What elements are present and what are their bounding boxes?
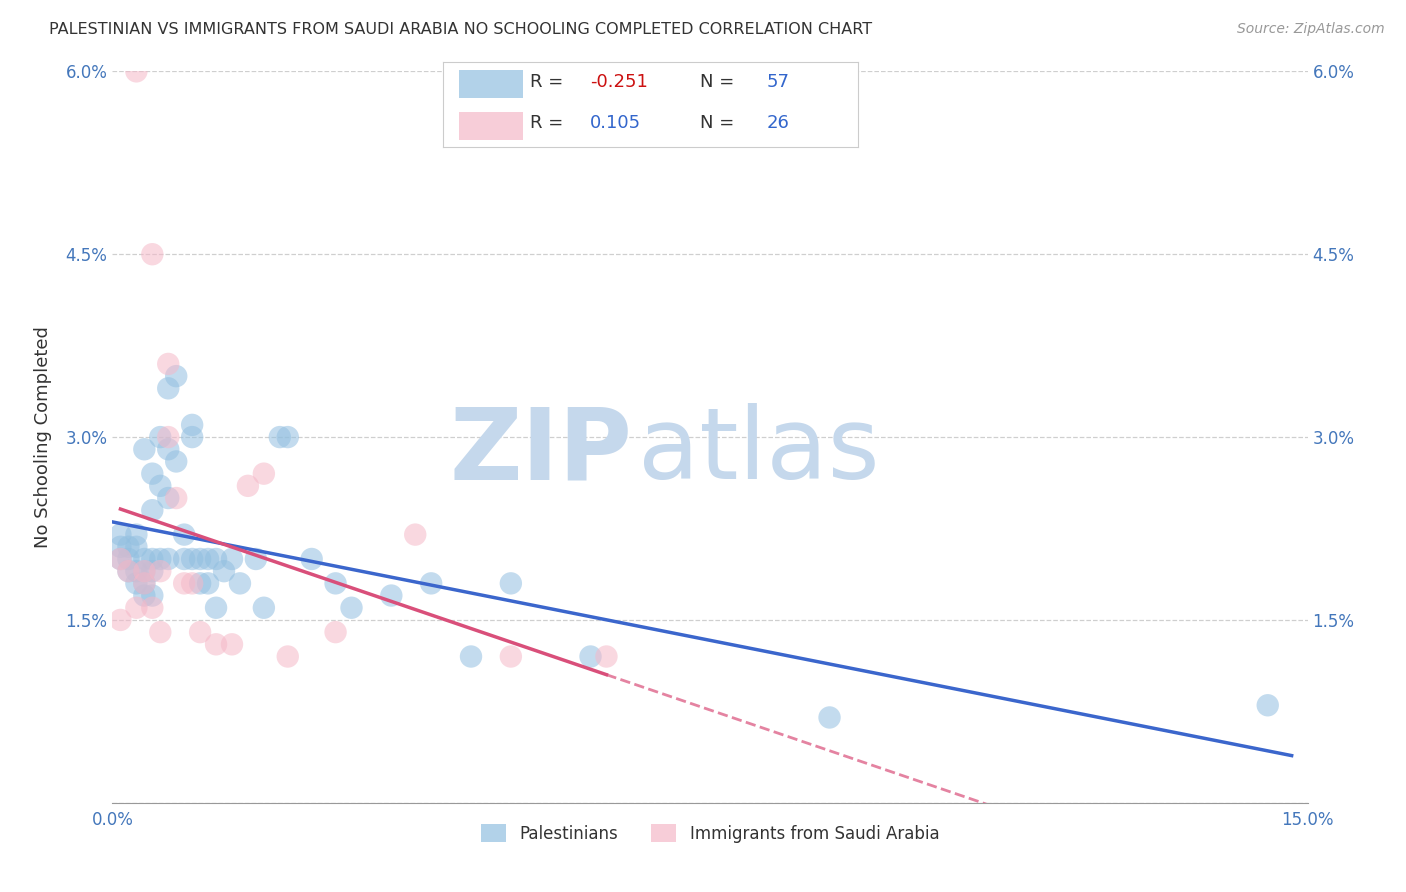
Point xyxy=(325,576,347,591)
Point xyxy=(125,527,148,541)
Point xyxy=(197,552,219,566)
Point xyxy=(149,564,172,578)
Text: atlas: atlas xyxy=(638,403,880,500)
Point xyxy=(134,576,156,591)
Point xyxy=(157,442,180,457)
Point xyxy=(595,649,617,664)
Point xyxy=(173,576,195,591)
Point xyxy=(117,540,139,554)
Point xyxy=(117,552,139,566)
Point xyxy=(181,430,204,444)
Point xyxy=(325,625,347,640)
Text: 26: 26 xyxy=(766,114,789,132)
Point xyxy=(125,576,148,591)
Point xyxy=(157,491,180,505)
Point xyxy=(197,576,219,591)
Point xyxy=(499,649,522,664)
Point xyxy=(579,649,602,664)
Point xyxy=(173,552,195,566)
Point xyxy=(110,613,132,627)
Point xyxy=(165,454,187,468)
Point xyxy=(134,564,156,578)
Text: N =: N = xyxy=(700,73,740,91)
Point xyxy=(236,479,259,493)
Point xyxy=(110,540,132,554)
Point xyxy=(125,64,148,78)
Point xyxy=(141,589,163,603)
Point xyxy=(149,430,172,444)
Point xyxy=(420,576,443,591)
Point xyxy=(125,540,148,554)
Point xyxy=(125,564,148,578)
Point xyxy=(165,369,187,384)
Point xyxy=(181,576,204,591)
Point xyxy=(173,527,195,541)
Text: Source: ZipAtlas.com: Source: ZipAtlas.com xyxy=(1237,22,1385,37)
Point xyxy=(157,552,180,566)
Point xyxy=(221,637,243,651)
Point xyxy=(404,527,426,541)
Point xyxy=(117,564,139,578)
Point xyxy=(499,576,522,591)
Point xyxy=(110,527,132,541)
Point xyxy=(188,625,211,640)
Point xyxy=(212,564,235,578)
Point xyxy=(205,637,228,651)
Point xyxy=(460,649,482,664)
Point xyxy=(134,552,156,566)
Point xyxy=(1257,698,1279,713)
Point xyxy=(141,247,163,261)
Point xyxy=(141,552,163,566)
Point xyxy=(277,649,299,664)
Point xyxy=(340,600,363,615)
Text: PALESTINIAN VS IMMIGRANTS FROM SAUDI ARABIA NO SCHOOLING COMPLETED CORRELATION C: PALESTINIAN VS IMMIGRANTS FROM SAUDI ARA… xyxy=(49,22,872,37)
Point xyxy=(110,552,132,566)
Text: ZIP: ZIP xyxy=(450,403,633,500)
Point xyxy=(380,589,402,603)
Point xyxy=(110,552,132,566)
Point xyxy=(141,467,163,481)
Point xyxy=(188,552,211,566)
Text: 57: 57 xyxy=(766,73,789,91)
Y-axis label: No Schooling Completed: No Schooling Completed xyxy=(34,326,52,548)
Point xyxy=(229,576,252,591)
Point xyxy=(269,430,291,444)
Point xyxy=(253,467,276,481)
Point xyxy=(134,576,156,591)
Point xyxy=(205,600,228,615)
Point xyxy=(125,600,148,615)
Text: N =: N = xyxy=(700,114,740,132)
Point xyxy=(277,430,299,444)
Bar xyxy=(460,70,523,98)
Point xyxy=(221,552,243,566)
Point xyxy=(141,600,163,615)
Point xyxy=(818,710,841,724)
Point xyxy=(165,491,187,505)
Point xyxy=(149,625,172,640)
Point xyxy=(149,552,172,566)
Legend: Palestinians, Immigrants from Saudi Arabia: Palestinians, Immigrants from Saudi Arab… xyxy=(474,818,946,849)
Point xyxy=(301,552,323,566)
Point xyxy=(134,589,156,603)
Text: R =: R = xyxy=(530,114,569,132)
Point xyxy=(134,442,156,457)
Text: 0.105: 0.105 xyxy=(591,114,641,132)
Point xyxy=(157,430,180,444)
Point xyxy=(188,576,211,591)
Point xyxy=(117,564,139,578)
Bar xyxy=(460,112,523,140)
Point xyxy=(245,552,267,566)
Point xyxy=(181,552,204,566)
Text: R =: R = xyxy=(530,73,569,91)
Point xyxy=(205,552,228,566)
Point xyxy=(157,381,180,395)
Point xyxy=(141,503,163,517)
Point xyxy=(149,479,172,493)
Point xyxy=(141,564,163,578)
Point xyxy=(181,417,204,432)
Point xyxy=(134,564,156,578)
Point xyxy=(253,600,276,615)
Point xyxy=(157,357,180,371)
Text: -0.251: -0.251 xyxy=(591,73,648,91)
